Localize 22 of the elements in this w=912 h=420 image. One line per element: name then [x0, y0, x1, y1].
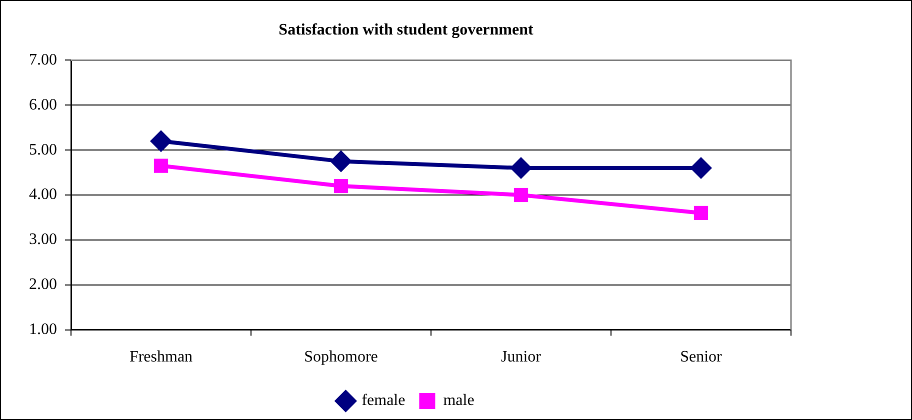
x-tick-label: Junior	[501, 348, 542, 366]
x-tick-label: Senior	[680, 348, 723, 366]
x-tick-label: Sophomore	[304, 348, 378, 366]
y-tick-label: 6.00	[29, 96, 57, 114]
chart-title: Satisfaction with student government	[278, 22, 534, 39]
y-tick-label: 5.00	[29, 141, 57, 158]
point	[150, 130, 172, 152]
point	[690, 157, 712, 180]
x-tick-label: Freshman	[129, 348, 193, 366]
y-tick-label: 3.00	[29, 231, 57, 248]
y-tick-label: 4.00	[29, 186, 57, 204]
point	[514, 188, 528, 202]
point	[334, 178, 348, 194]
y-tick-label: 7.00	[29, 51, 57, 68]
y-tick-label: 2.00	[29, 276, 57, 294]
y-tick-label: 1.00	[29, 321, 57, 338]
point	[154, 158, 168, 173]
point	[694, 206, 708, 220]
point	[510, 157, 532, 180]
point	[330, 150, 352, 172]
legend-label: female	[362, 392, 406, 410]
legend-label: male	[443, 392, 474, 410]
